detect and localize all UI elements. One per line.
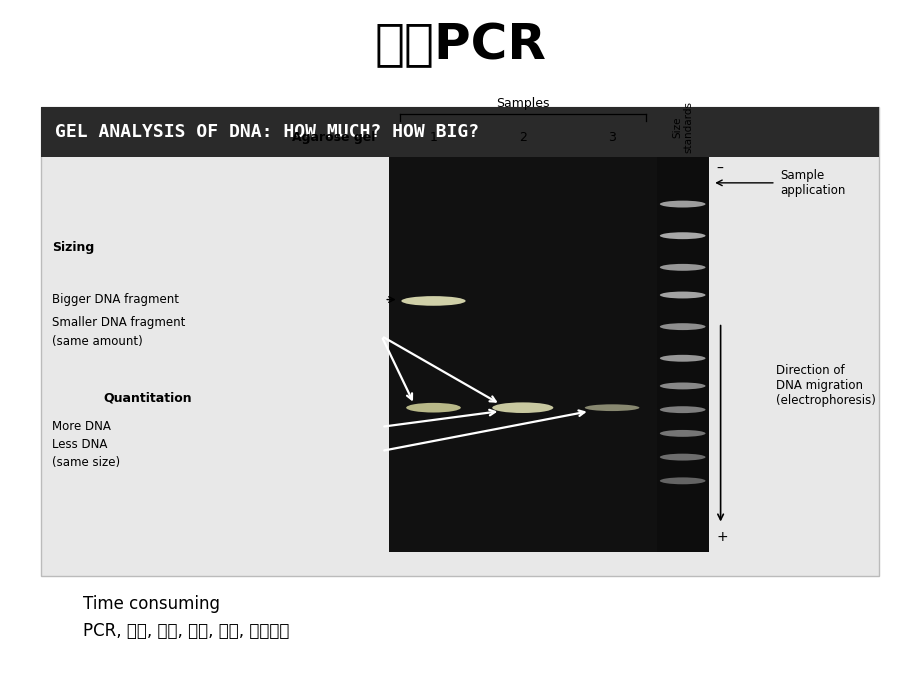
Text: Agarose gel: Agarose gel xyxy=(291,131,375,144)
Text: Smaller DNA fragment: Smaller DNA fragment xyxy=(52,316,186,329)
Ellipse shape xyxy=(659,355,705,362)
Ellipse shape xyxy=(659,382,705,389)
Text: Quantitation: Quantitation xyxy=(103,392,191,405)
Text: Direction of
DNA migration
(electrophoresis): Direction of DNA migration (electrophore… xyxy=(775,364,875,407)
Ellipse shape xyxy=(659,477,705,484)
Ellipse shape xyxy=(659,264,705,270)
Text: More DNA: More DNA xyxy=(52,420,111,433)
Text: +: + xyxy=(715,530,727,544)
Ellipse shape xyxy=(659,406,705,413)
Ellipse shape xyxy=(659,323,705,330)
Text: Sample
application: Sample application xyxy=(779,169,845,197)
Ellipse shape xyxy=(405,403,460,413)
Text: 3: 3 xyxy=(607,131,616,144)
Ellipse shape xyxy=(401,296,465,306)
Text: (same amount): (same amount) xyxy=(52,335,143,348)
Ellipse shape xyxy=(659,453,705,460)
Ellipse shape xyxy=(659,201,705,208)
Text: Bigger DNA fragment: Bigger DNA fragment xyxy=(52,293,179,306)
Text: Less DNA: Less DNA xyxy=(52,437,108,451)
Text: 普通PCR: 普通PCR xyxy=(374,21,545,69)
Bar xyxy=(41,107,878,576)
Text: GEL ANALYSIS OF DNA: HOW MUCH? HOW BIG?: GEL ANALYSIS OF DNA: HOW MUCH? HOW BIG? xyxy=(55,123,479,141)
Text: 2: 2 xyxy=(518,131,527,144)
Bar xyxy=(389,157,656,552)
Text: 1: 1 xyxy=(429,131,437,144)
Text: Time consuming: Time consuming xyxy=(83,595,220,613)
Ellipse shape xyxy=(584,404,639,411)
Text: Size
standards: Size standards xyxy=(671,101,693,153)
Ellipse shape xyxy=(492,402,552,413)
Ellipse shape xyxy=(659,233,705,239)
Ellipse shape xyxy=(659,430,705,437)
Text: Samples: Samples xyxy=(495,97,549,110)
Ellipse shape xyxy=(659,292,705,299)
Bar xyxy=(41,107,878,157)
Text: Sizing: Sizing xyxy=(52,241,95,254)
Text: (same size): (same size) xyxy=(52,456,120,469)
Bar xyxy=(656,157,708,552)
Text: –: – xyxy=(715,162,722,176)
Text: PCR, 制胶, 上样, 泡胶, 染色, 软件分析: PCR, 制胶, 上样, 泡胶, 染色, 软件分析 xyxy=(83,622,289,640)
